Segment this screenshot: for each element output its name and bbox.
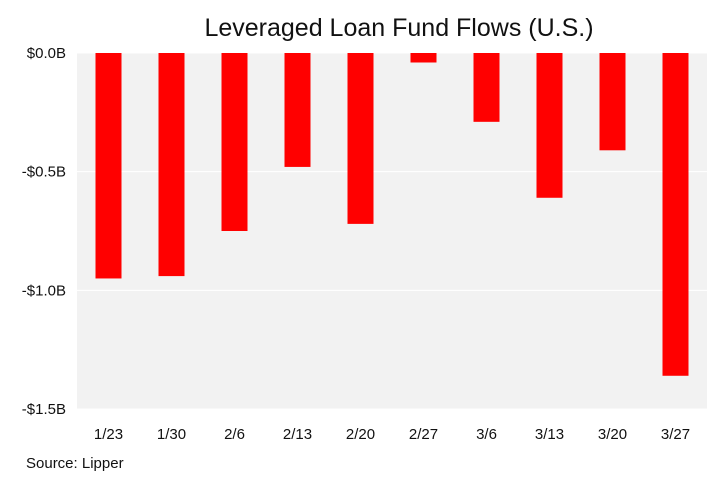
x-axis-tick-labels: 1/23 1/30 2/6 2/13 2/20 2/27 3/6 3/13 3/20 3/27 xyxy=(94,426,690,443)
bar xyxy=(473,53,500,122)
y-tick-label: -$1.5B xyxy=(22,401,66,418)
source-note: Source: Lipper xyxy=(26,455,124,472)
bar xyxy=(158,53,185,277)
x-tick-label: 1/30 xyxy=(157,426,186,443)
x-tick-label: 2/20 xyxy=(346,426,375,443)
y-axis-tick-labels: $0.0B -$0.5B -$1.0B -$1.5B xyxy=(22,45,66,418)
x-tick-label: 2/13 xyxy=(283,426,312,443)
bar xyxy=(347,53,374,224)
x-tick-label: 2/6 xyxy=(224,426,245,443)
bar xyxy=(284,53,311,167)
x-tick-label: 3/13 xyxy=(535,426,564,443)
x-tick-label: 3/6 xyxy=(476,426,497,443)
x-tick-label: 2/27 xyxy=(409,426,438,443)
x-tick-label: 1/23 xyxy=(94,426,123,443)
bars xyxy=(95,53,689,376)
y-tick-label: -$1.0B xyxy=(22,282,66,299)
x-tick-label: 3/20 xyxy=(598,426,627,443)
x-tick-label: 3/27 xyxy=(661,426,690,443)
bar xyxy=(95,53,122,279)
chart-title: Leveraged Loan Fund Flows (U.S.) xyxy=(204,14,593,42)
y-tick-label: -$0.5B xyxy=(22,164,66,181)
bar xyxy=(221,53,248,231)
bar xyxy=(536,53,563,198)
y-tick-label: $0.0B xyxy=(27,45,66,62)
bar xyxy=(410,53,437,63)
bar xyxy=(662,53,689,376)
bar xyxy=(599,53,626,151)
